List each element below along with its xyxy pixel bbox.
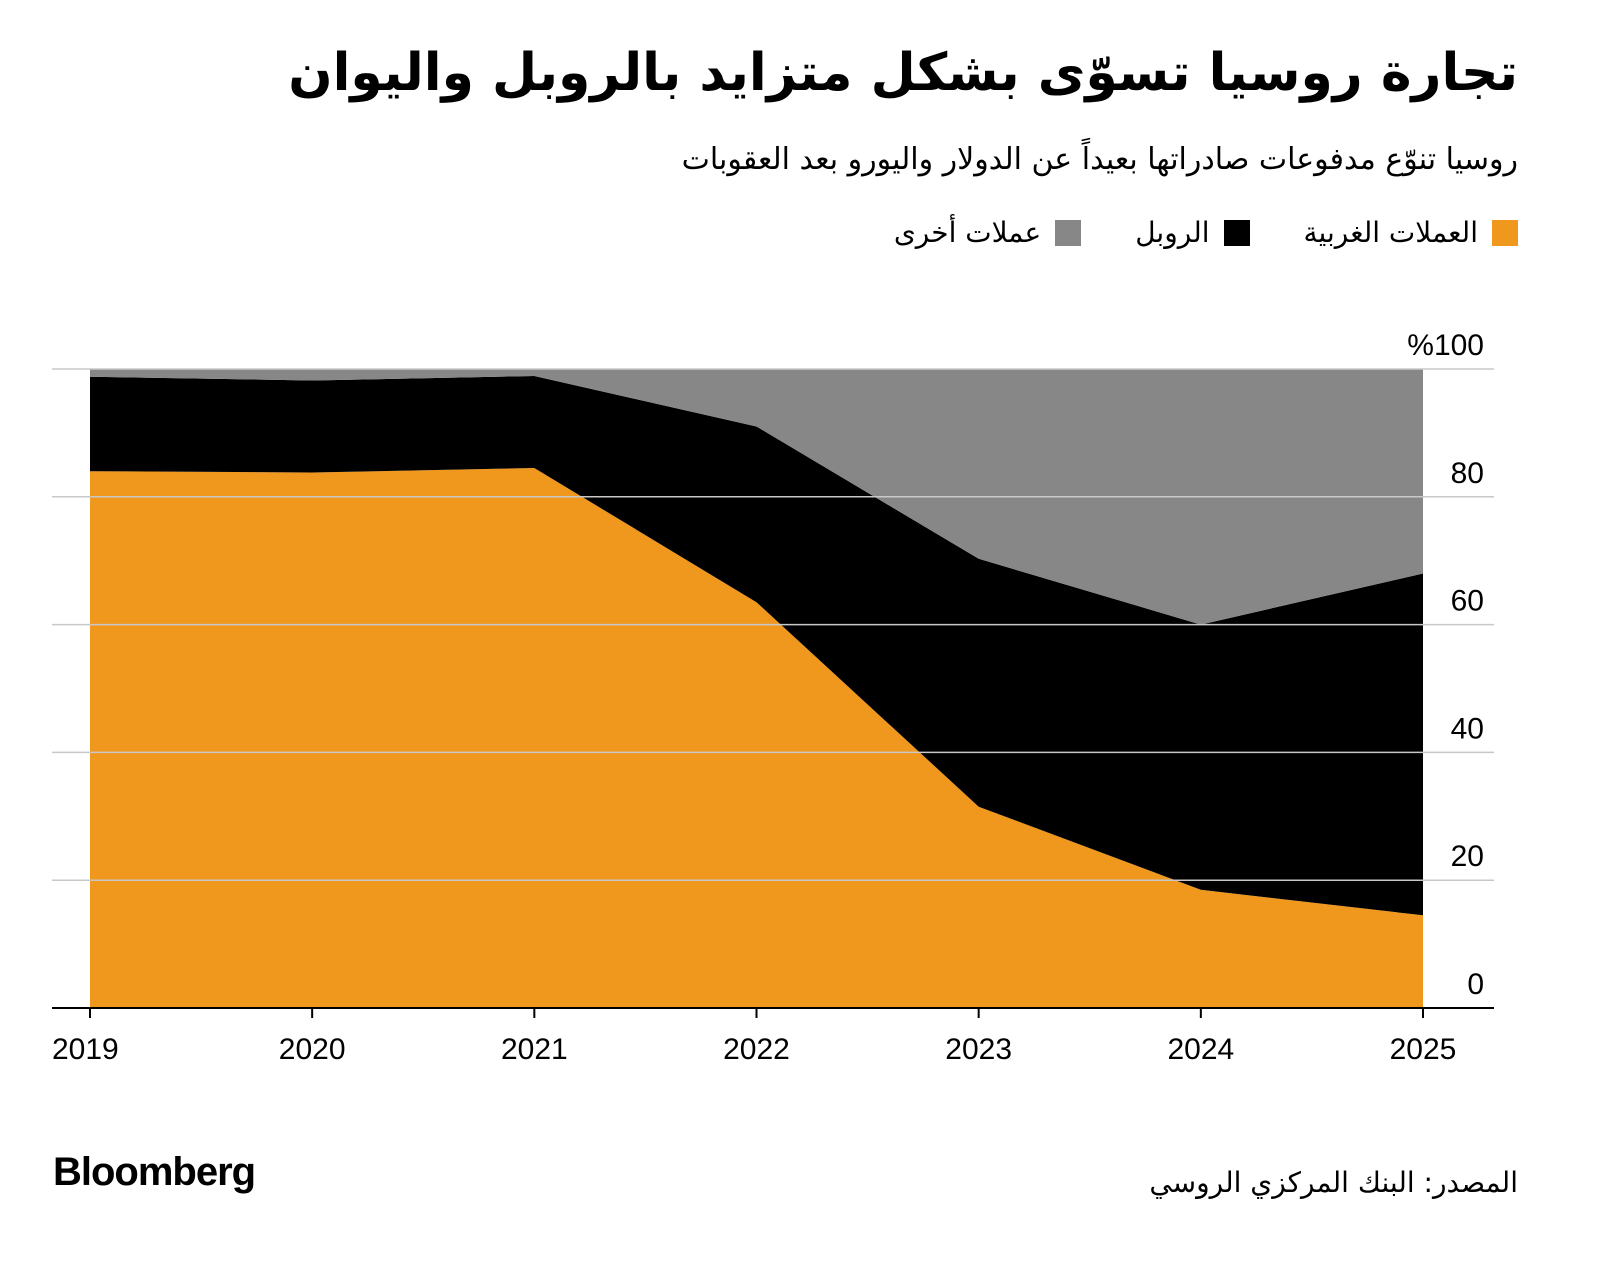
source-note: المصدر: البنك المركزي الروسي (1149, 1166, 1518, 1199)
y-tick-label: 60 (1451, 585, 1484, 618)
legend-item-ruble: الروبل (1135, 216, 1250, 249)
x-tick-label: 2022 (723, 1033, 790, 1066)
y-tick-label: %100 (1407, 329, 1484, 362)
y-tick-label: 80 (1451, 457, 1484, 490)
legend-item-western: العملات الغربية (1303, 216, 1518, 249)
chart-subtitle: روسيا تنوّع مدفوعات صادراتها بعيداً عن ا… (681, 142, 1518, 177)
chart-areas (90, 369, 1423, 1008)
x-tick-label: 2020 (279, 1033, 346, 1066)
legend-swatch-western (1492, 219, 1518, 246)
legend-item-other: عملات أخرى (893, 216, 1082, 249)
x-tick-label: 2024 (1167, 1033, 1234, 1066)
legend-label-other: عملات أخرى (893, 216, 1042, 249)
y-tick-label: 40 (1451, 712, 1484, 745)
x-tick-label: 2025 (1390, 1033, 1457, 1066)
chart-title: تجارة روسيا تسوّى بشكل متزايد بالروبل وا… (288, 43, 1518, 103)
x-tick-label: 2021 (501, 1033, 568, 1066)
area-series-0 (90, 468, 1423, 1008)
x-axis: 2019 2020 2021 2022 2023 2024 2025 (52, 1008, 1456, 1066)
legend-label-ruble: الروبل (1135, 216, 1210, 249)
x-tick-label: 2023 (945, 1033, 1012, 1066)
area-series-2 (90, 369, 1423, 625)
legend-swatch-other (1055, 219, 1082, 246)
legend-swatch-ruble (1223, 219, 1250, 246)
y-tick-label: 20 (1451, 840, 1484, 873)
y-tick-label: 0 (1467, 968, 1484, 1001)
legend: العملات الغربية الروبل عملات أخرى (894, 216, 1518, 249)
area-series-1 (90, 376, 1423, 916)
bloomberg-logo: Bloomberg (53, 1150, 256, 1194)
legend-label-western: العملات الغربية (1303, 216, 1479, 249)
chart-gridlines (52, 368, 1494, 1009)
y-axis-ticks: 0 20 40 60 80 %100 (1407, 329, 1484, 1001)
x-tick-label: 2019 (52, 1033, 119, 1066)
